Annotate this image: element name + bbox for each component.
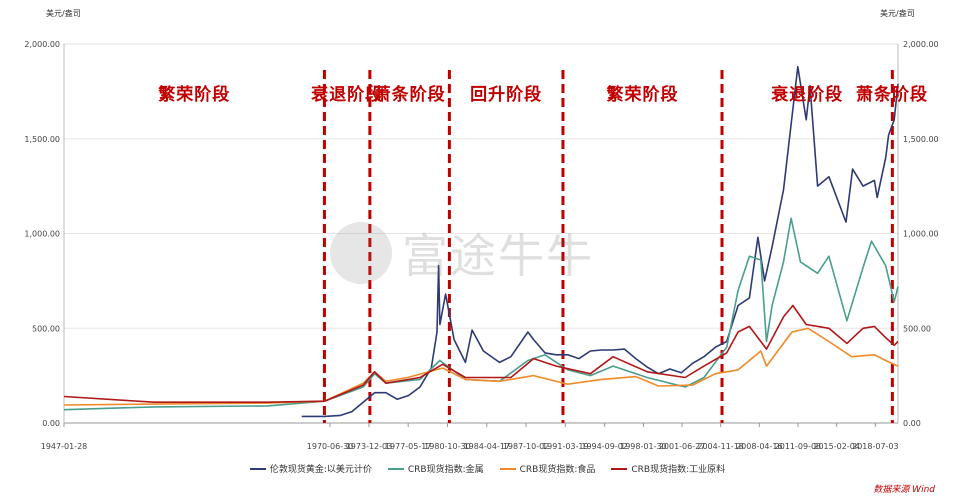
y-axis-left: 0.00 500.00 1,000.00 1,500.00 2,000.00 xyxy=(24,40,60,428)
phase-label: 萧条阶段 xyxy=(856,84,928,105)
x-tick-label: 2001-06-27 xyxy=(659,442,706,451)
x-tick-label: 1973-12-03 xyxy=(346,442,393,451)
legend-label: CRB现货指数:金属 xyxy=(407,465,484,475)
y-tick-label-right: 2,000.00 xyxy=(903,40,939,49)
y-tick-label-right: 500.00 xyxy=(903,324,931,333)
data-source: 数据来源 Wind xyxy=(873,485,935,495)
legend-label: CRB现货指数:食品 xyxy=(519,465,596,475)
phase-label: 回升阶段 xyxy=(470,84,542,105)
y-tick-label-left: 1,000.00 xyxy=(24,230,60,239)
phase-label: 繁荣阶段 xyxy=(605,84,678,105)
x-axis: 1947-01-28 1970-06-301973-12-031977-05-17… xyxy=(41,423,899,451)
y-tick-label-left: 2,000.00 xyxy=(24,40,60,49)
phase-label: 衰退阶段 xyxy=(770,84,843,105)
legend-swatch xyxy=(387,467,404,470)
x-tick-label: 1947-01-28 xyxy=(41,442,88,451)
phase-label: 萧条阶段 xyxy=(374,84,446,105)
watermark: 富途牛牛 xyxy=(330,220,594,286)
x-tick-label: 2018-07-03 xyxy=(852,442,899,451)
x-tick-label: 1977-05-17 xyxy=(385,442,432,451)
y-tick-label-left: 1,500.00 xyxy=(24,135,60,144)
y-tick-label-left: 500.00 xyxy=(32,324,60,333)
legend-swatch xyxy=(611,467,628,470)
x-tick-label: 2004-11-18 xyxy=(697,442,744,451)
x-tick-label: 1998-01-30 xyxy=(620,442,667,451)
legend-label: 伦敦现货黄金:以美元计价 xyxy=(269,465,372,475)
x-tick-label: 2008-04-16 xyxy=(736,442,783,451)
phase-label: 衰退阶段 xyxy=(310,84,383,105)
y-unit-left: 美元/盎司 xyxy=(46,9,81,18)
y-tick-label-right: 1,000.00 xyxy=(903,230,939,239)
x-tick-label: 1984-04-17 xyxy=(464,442,511,451)
watermark-logo-icon xyxy=(330,222,392,284)
y-tick-label-right: 1,500.00 xyxy=(903,135,939,144)
series-lines xyxy=(63,65,899,418)
legend-label: CRB现货指数:工业原料 xyxy=(631,465,726,475)
x-tick-label: 1991-03-19 xyxy=(542,442,589,451)
legend-item: CRB现货指数:工业原料 xyxy=(611,462,725,475)
x-tick-label: 1994-09-02 xyxy=(581,442,628,451)
legend-item: CRB现货指数:金属 xyxy=(387,462,484,475)
series-line xyxy=(63,327,899,406)
x-tick-label: 1987-10-02 xyxy=(503,442,550,451)
y-axis-right: 0.00 500.00 1,000.00 1,500.00 2,000.00 xyxy=(903,40,939,428)
x-tick-label: 2015-02-04 xyxy=(813,442,860,451)
legend-swatch xyxy=(499,467,516,470)
phase-label: 繁荣阶段 xyxy=(157,84,230,105)
x-tick-label: 1970-06-30 xyxy=(307,442,354,451)
y-tick-label-left: 0.00 xyxy=(42,419,60,428)
y-tick-label-right: 0.00 xyxy=(903,419,921,428)
legend-item: CRB现货指数:食品 xyxy=(499,462,596,475)
x-tick-label: 2011-09-08 xyxy=(775,442,822,451)
legend: 伦敦现货黄金:以美元计价 CRB现货指数:金属 CRB现货指数:食品 CRB现货指数:… xyxy=(0,462,975,475)
y-unit-right: 美元/盎司 xyxy=(880,9,915,18)
watermark-text: 富途牛牛 xyxy=(402,229,594,283)
legend-swatch xyxy=(249,467,266,470)
legend-item: 伦敦现货黄金:以美元计价 xyxy=(249,462,372,475)
series-line xyxy=(63,304,899,404)
x-tick-label: 1980-10-30 xyxy=(424,442,471,451)
